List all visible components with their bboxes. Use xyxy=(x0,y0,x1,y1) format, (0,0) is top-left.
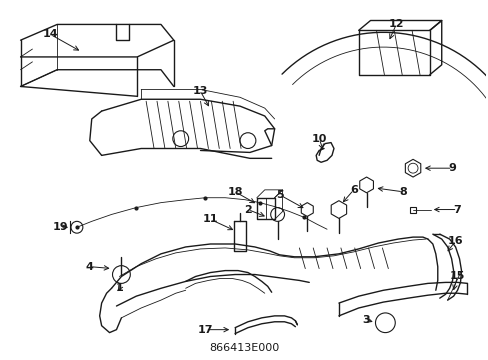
Text: 10: 10 xyxy=(311,134,326,144)
Text: 14: 14 xyxy=(42,29,58,39)
Text: 18: 18 xyxy=(227,187,243,197)
Text: 7: 7 xyxy=(453,204,461,215)
Text: 15: 15 xyxy=(449,271,464,282)
Text: 5: 5 xyxy=(275,190,283,200)
Text: 4: 4 xyxy=(86,262,94,272)
Text: 17: 17 xyxy=(197,325,213,335)
Text: 19: 19 xyxy=(52,222,68,232)
Text: 13: 13 xyxy=(192,86,208,96)
Text: 12: 12 xyxy=(387,19,403,30)
Text: 2: 2 xyxy=(244,204,251,215)
Text: 3: 3 xyxy=(362,315,369,325)
Text: 16: 16 xyxy=(447,236,463,246)
Text: 866413E000: 866413E000 xyxy=(208,343,279,353)
Text: 6: 6 xyxy=(349,185,357,195)
Text: 9: 9 xyxy=(448,163,456,173)
Text: 8: 8 xyxy=(399,187,406,197)
Text: 11: 11 xyxy=(202,215,218,224)
Text: 1: 1 xyxy=(115,283,123,293)
